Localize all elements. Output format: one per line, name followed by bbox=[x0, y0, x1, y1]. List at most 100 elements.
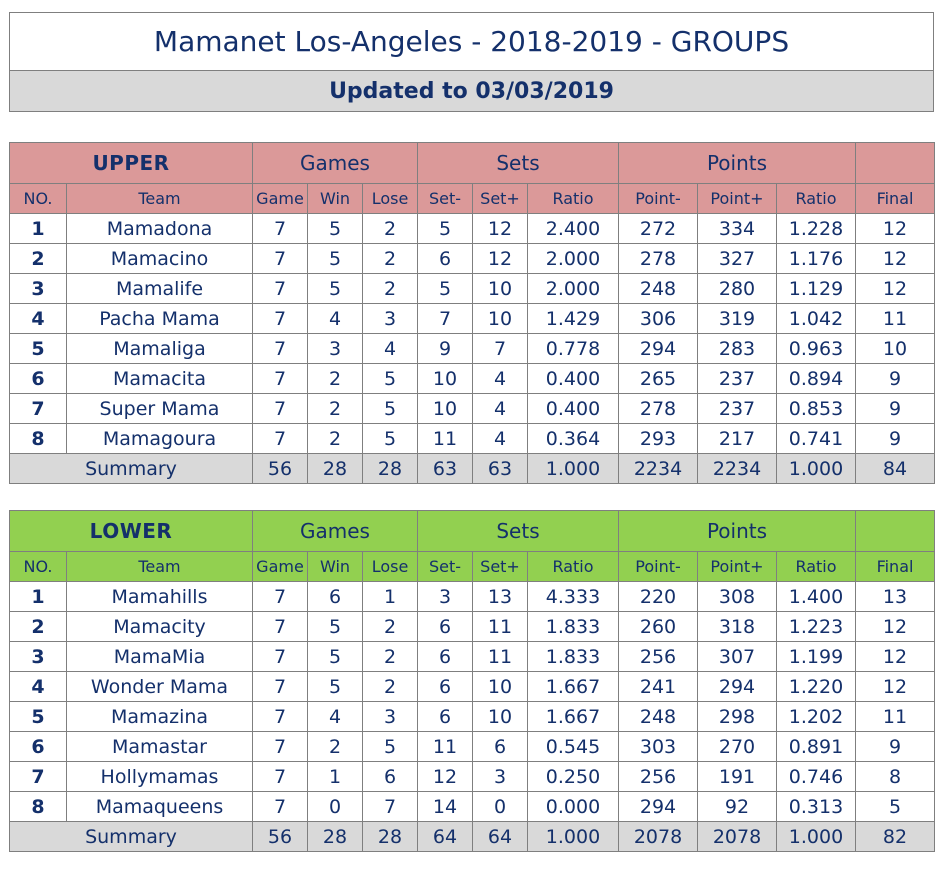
cell-team: Hollymamas bbox=[66, 761, 253, 792]
cell-set-ratio: 1.667 bbox=[527, 701, 619, 732]
cell-final: 9 bbox=[855, 731, 935, 762]
table-row: 7 Super Mama 7 2 5 10 4 0.400 278 237 0.853 9 bbox=[9, 393, 935, 424]
cell-set-ratio: 0.000 bbox=[527, 791, 619, 822]
cell-set-plus: 10 bbox=[472, 671, 528, 702]
sets-header: Sets bbox=[417, 510, 619, 552]
cell-lose: 5 bbox=[362, 363, 418, 394]
summary-label: Summary bbox=[9, 821, 253, 852]
point-plus-header: Point+ bbox=[697, 183, 777, 214]
cell-win: 5 bbox=[307, 243, 363, 274]
cell-team: Super Mama bbox=[66, 393, 253, 424]
summary-point-plus: 2234 bbox=[697, 453, 777, 484]
summary-row: Summary 56 28 28 63 63 1.000 2234 2234 1.000 84 bbox=[9, 453, 935, 484]
cell-set-minus: 11 bbox=[417, 423, 473, 454]
cell-set-plus: 11 bbox=[472, 611, 528, 642]
cell-set-ratio: 0.364 bbox=[527, 423, 619, 454]
cell-point-ratio: 1.220 bbox=[776, 671, 856, 702]
cell-win: 4 bbox=[307, 303, 363, 334]
set-plus-header: Set+ bbox=[472, 183, 528, 214]
cell-lose: 2 bbox=[362, 213, 418, 244]
cell-game: 7 bbox=[252, 273, 308, 304]
cell-lose: 2 bbox=[362, 273, 418, 304]
cell-final: 9 bbox=[855, 363, 935, 394]
cell-win: 6 bbox=[307, 581, 363, 612]
cell-win: 2 bbox=[307, 423, 363, 454]
cell-set-plus: 4 bbox=[472, 393, 528, 424]
cell-game: 7 bbox=[252, 213, 308, 244]
cell-final: 12 bbox=[855, 671, 935, 702]
cell-game: 7 bbox=[252, 363, 308, 394]
points-header: Points bbox=[618, 142, 856, 184]
upper-group-table: UPPER Games Sets Points NO. Team Game Wi… bbox=[9, 142, 935, 484]
updated-date: Updated to 03/03/2019 bbox=[9, 71, 934, 112]
table-row: 8 Mamaqueens 7 0 7 14 0 0.000 294 92 0.313 5 bbox=[9, 791, 935, 822]
cell-no: 5 bbox=[9, 701, 67, 732]
cell-game: 7 bbox=[252, 393, 308, 424]
cell-set-plus: 4 bbox=[472, 423, 528, 454]
table-row: 7 Hollymamas 7 1 6 12 3 0.250 256 191 0.746 8 bbox=[9, 761, 935, 792]
cell-win: 5 bbox=[307, 611, 363, 642]
cell-win: 4 bbox=[307, 701, 363, 732]
cell-game: 7 bbox=[252, 701, 308, 732]
cell-set-plus: 12 bbox=[472, 243, 528, 274]
cell-point-minus: 272 bbox=[618, 213, 698, 244]
cell-no: 1 bbox=[9, 581, 67, 612]
summary-point-plus: 2078 bbox=[697, 821, 777, 852]
cell-game: 7 bbox=[252, 333, 308, 364]
blank-header bbox=[855, 142, 935, 184]
summary-row: Summary 56 28 28 64 64 1.000 2078 2078 1.000 82 bbox=[9, 821, 935, 852]
cell-set-ratio: 0.400 bbox=[527, 393, 619, 424]
cell-team: Mamaqueens bbox=[66, 791, 253, 822]
cell-final: 5 bbox=[855, 791, 935, 822]
cell-point-minus: 248 bbox=[618, 701, 698, 732]
cell-point-ratio: 0.313 bbox=[776, 791, 856, 822]
cell-win: 2 bbox=[307, 393, 363, 424]
cell-set-ratio: 0.250 bbox=[527, 761, 619, 792]
cell-team: Mamacita bbox=[66, 363, 253, 394]
cell-point-plus: 92 bbox=[697, 791, 777, 822]
cell-final: 10 bbox=[855, 333, 935, 364]
cell-set-plus: 13 bbox=[472, 581, 528, 612]
cell-final: 8 bbox=[855, 761, 935, 792]
cell-set-minus: 6 bbox=[417, 243, 473, 274]
cell-point-ratio: 0.891 bbox=[776, 731, 856, 762]
cell-point-minus: 220 bbox=[618, 581, 698, 612]
cell-point-plus: 318 bbox=[697, 611, 777, 642]
cell-point-minus: 260 bbox=[618, 611, 698, 642]
cell-team: Mamalife bbox=[66, 273, 253, 304]
cell-game: 7 bbox=[252, 791, 308, 822]
cell-set-ratio: 2.000 bbox=[527, 273, 619, 304]
summary-set-plus: 63 bbox=[472, 453, 528, 484]
cell-set-minus: 11 bbox=[417, 731, 473, 762]
cell-game: 7 bbox=[252, 671, 308, 702]
cell-lose: 2 bbox=[362, 243, 418, 274]
cell-set-ratio: 0.545 bbox=[527, 731, 619, 762]
cell-point-ratio: 0.741 bbox=[776, 423, 856, 454]
summary-final: 82 bbox=[855, 821, 935, 852]
cell-game: 7 bbox=[252, 423, 308, 454]
summary-set-ratio: 1.000 bbox=[527, 453, 619, 484]
lower-group-table: LOWER Games Sets Points NO. Team Game Wi… bbox=[9, 510, 935, 852]
cell-team: Mamacity bbox=[66, 611, 253, 642]
table-row: 6 Mamacita 7 2 5 10 4 0.400 265 237 0.894 9 bbox=[9, 363, 935, 394]
cell-point-plus: 270 bbox=[697, 731, 777, 762]
cell-point-ratio: 1.223 bbox=[776, 611, 856, 642]
no-header: NO. bbox=[9, 183, 67, 214]
cell-win: 5 bbox=[307, 213, 363, 244]
cell-point-ratio: 1.202 bbox=[776, 701, 856, 732]
cell-win: 5 bbox=[307, 641, 363, 672]
cell-final: 12 bbox=[855, 243, 935, 274]
team-header: Team bbox=[66, 551, 253, 582]
cell-set-minus: 12 bbox=[417, 761, 473, 792]
cell-point-minus: 278 bbox=[618, 393, 698, 424]
summary-point-minus: 2078 bbox=[618, 821, 698, 852]
cell-lose: 5 bbox=[362, 731, 418, 762]
cell-set-plus: 11 bbox=[472, 641, 528, 672]
cell-point-plus: 334 bbox=[697, 213, 777, 244]
cell-team: Wonder Mama bbox=[66, 671, 253, 702]
cell-point-plus: 308 bbox=[697, 581, 777, 612]
cell-no: 6 bbox=[9, 363, 67, 394]
cell-point-plus: 280 bbox=[697, 273, 777, 304]
cell-set-plus: 7 bbox=[472, 333, 528, 364]
cell-no: 3 bbox=[9, 273, 67, 304]
